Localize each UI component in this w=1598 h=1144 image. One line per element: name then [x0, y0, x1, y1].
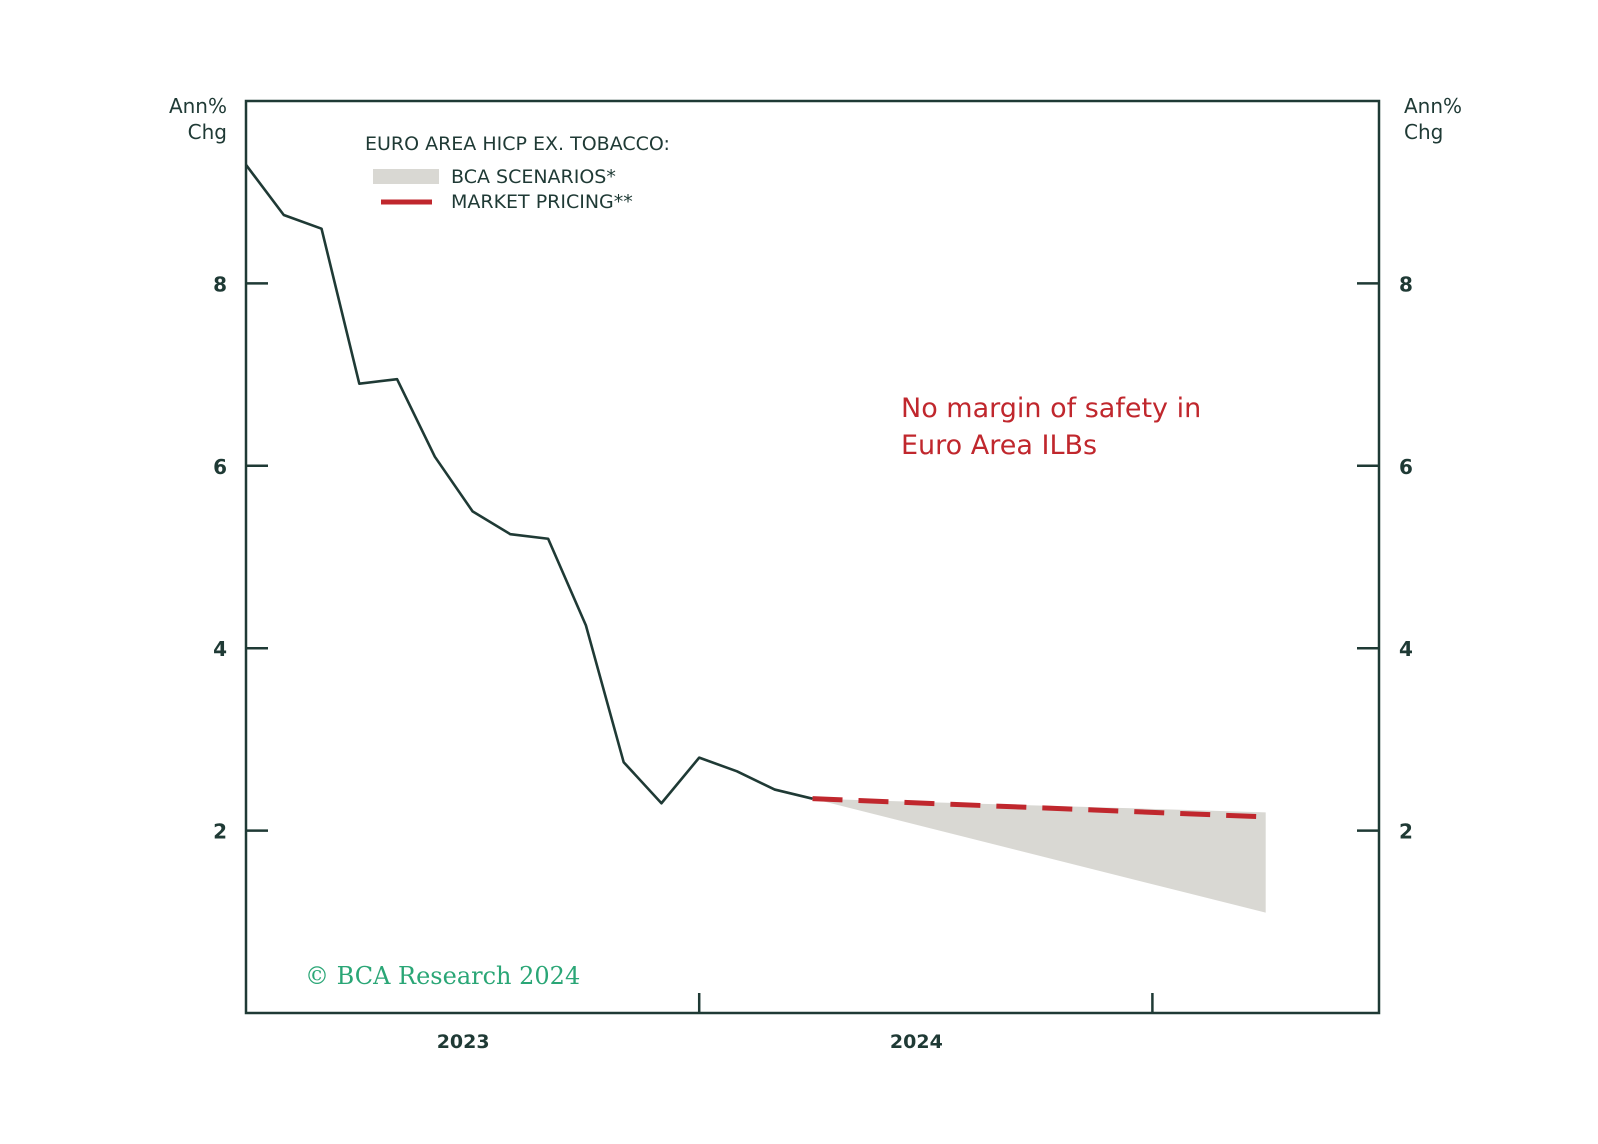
axis-ticks: 2 2 4 4 6 6 8 8	[213, 272, 1413, 1013]
annotation-line2: Euro Area ILBs	[901, 430, 1097, 461]
legend-band-label: BCA SCENARIOS*	[451, 166, 616, 188]
left-tick-label-2: 2	[213, 820, 227, 844]
legend-title: EURO AREA HICP EX. TOBACCO:	[365, 133, 670, 155]
hicp-line	[244, 164, 813, 805]
market-pricing-line	[812, 796, 1266, 820]
left-tick-label-6: 6	[213, 455, 227, 479]
right-axis-unit-line2: Chg	[1404, 120, 1443, 144]
left-axis-unit-line1: Ann%	[169, 94, 227, 118]
left-tick-label-4: 4	[213, 637, 227, 661]
right-tick-label-6: 6	[1399, 455, 1413, 479]
right-tick-label-2: 2	[1399, 820, 1413, 844]
x-axis-labels: 2023 2024	[437, 1031, 943, 1053]
right-axis-unit-line1: Ann%	[1404, 94, 1462, 118]
x-label-2023: 2023	[437, 1031, 490, 1053]
legend: EURO AREA HICP EX. TOBACCO: BCA SCENARIO…	[365, 133, 670, 213]
left-tick-label-8: 8	[213, 272, 227, 296]
legend-band-swatch	[373, 169, 439, 184]
x-label-2024: 2024	[890, 1031, 943, 1053]
right-tick-label-8: 8	[1399, 272, 1413, 296]
bca-scenarios-band	[812, 798, 1266, 913]
annotation-line1: No margin of safety in	[901, 393, 1201, 424]
left-axis-unit-line2: Chg	[188, 120, 227, 144]
right-tick-label-4: 4	[1399, 637, 1413, 661]
plot-frame	[244, 99, 1381, 1015]
legend-market-label: MARKET PRICING**	[451, 191, 633, 213]
copyright: © BCA Research 2024	[305, 962, 580, 990]
